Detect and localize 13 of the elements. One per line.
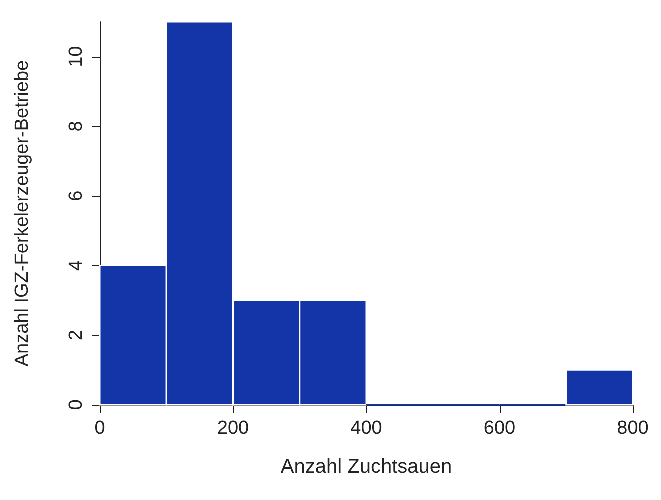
x-tick-label: 200 [217,418,250,439]
x-tick-label: 800 [617,418,649,439]
y-tick-label: 10 [66,46,87,68]
y-tick-label: 8 [66,121,87,132]
x-axis-title: Anzahl Zuchtsauen [280,456,452,478]
x-tick-label: 400 [350,418,382,439]
x-tick-label: 600 [484,418,516,439]
y-tick-label: 0 [66,400,87,410]
y-axis-title: Anzahl IGZ-Ferkelerzeuger-Betriebe [12,60,33,367]
y-tick-label: 2 [66,330,87,341]
y-tick-label: 4 [66,260,87,272]
y-tick-label: 6 [66,190,87,202]
x-tick-label: 0 [94,418,106,439]
